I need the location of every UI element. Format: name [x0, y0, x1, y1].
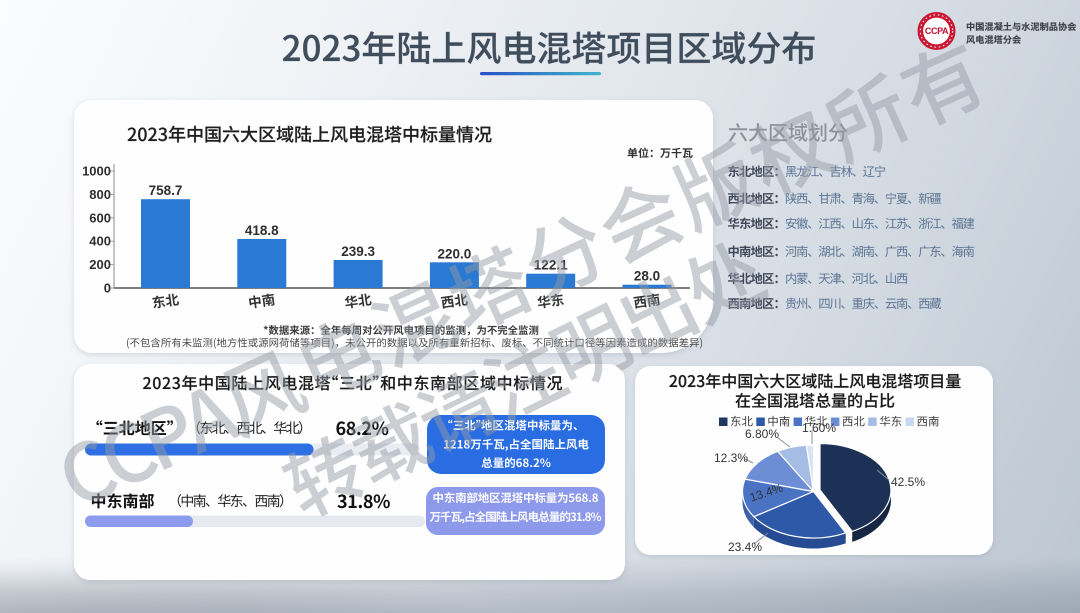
svg-text:418.8: 418.8 [245, 223, 279, 238]
svg-text:800: 800 [89, 187, 111, 202]
svg-text:CCPA: CCPA [925, 26, 949, 36]
svg-text:12.3%: 12.3% [714, 451, 748, 465]
svg-text:1.60%: 1.60% [802, 421, 836, 435]
svg-text:23.4%: 23.4% [728, 540, 762, 554]
svg-text:400: 400 [89, 234, 111, 249]
svg-text:1000: 1000 [82, 164, 111, 179]
svg-text:28.0: 28.0 [634, 269, 660, 284]
svg-text:6.80%: 6.80% [745, 427, 779, 441]
svg-text:0: 0 [104, 281, 111, 296]
svg-text:42.5%: 42.5% [891, 475, 925, 489]
svg-text:200: 200 [89, 257, 111, 272]
svg-text:758.7: 758.7 [149, 183, 183, 198]
svg-text:239.3: 239.3 [341, 244, 375, 259]
svg-text:220.0: 220.0 [438, 246, 472, 261]
svg-text:600: 600 [89, 210, 111, 225]
